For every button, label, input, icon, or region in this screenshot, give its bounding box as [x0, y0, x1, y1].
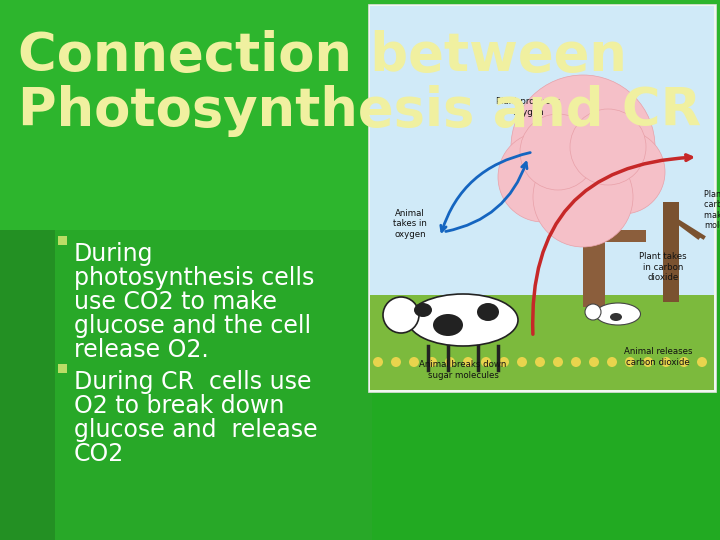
- Text: Animal breaks down
sugar molecules: Animal breaks down sugar molecules: [419, 360, 507, 380]
- Text: Plant uses
carbon to
make sugar
molecules: Plant uses carbon to make sugar molecule…: [704, 190, 720, 230]
- Text: photosynthesis cells: photosynthesis cells: [74, 266, 315, 290]
- Circle shape: [625, 357, 635, 367]
- Text: glucose and  release: glucose and release: [74, 418, 318, 442]
- FancyBboxPatch shape: [0, 230, 372, 540]
- Ellipse shape: [433, 314, 463, 336]
- Text: Animal releases
carbon dioxide: Animal releases carbon dioxide: [624, 347, 692, 367]
- Bar: [58, 364, 67, 373]
- FancyBboxPatch shape: [0, 230, 720, 540]
- Bar: [58, 236, 67, 245]
- Ellipse shape: [477, 303, 499, 321]
- FancyBboxPatch shape: [368, 4, 716, 392]
- Circle shape: [679, 357, 689, 367]
- Circle shape: [499, 357, 509, 367]
- Circle shape: [570, 109, 646, 185]
- Text: CO2: CO2: [74, 442, 125, 466]
- FancyBboxPatch shape: [0, 230, 55, 540]
- Circle shape: [445, 357, 455, 367]
- Circle shape: [373, 357, 383, 367]
- FancyBboxPatch shape: [370, 6, 714, 390]
- Circle shape: [661, 357, 671, 367]
- FancyBboxPatch shape: [583, 202, 605, 307]
- Text: Animal
takes in
oxygen: Animal takes in oxygen: [393, 209, 427, 239]
- Text: glucose and the cell: glucose and the cell: [74, 314, 311, 338]
- Circle shape: [383, 297, 419, 333]
- Circle shape: [481, 357, 491, 367]
- Circle shape: [391, 357, 401, 367]
- Circle shape: [535, 357, 545, 367]
- Circle shape: [553, 357, 563, 367]
- Text: O2 to break down: O2 to break down: [74, 394, 284, 418]
- Text: Connection between: Connection between: [18, 30, 627, 82]
- Circle shape: [533, 147, 633, 247]
- Text: use CO2 to make: use CO2 to make: [74, 290, 277, 314]
- Ellipse shape: [414, 303, 432, 317]
- Ellipse shape: [595, 303, 641, 325]
- Ellipse shape: [610, 313, 622, 321]
- Circle shape: [643, 357, 653, 367]
- Circle shape: [607, 357, 617, 367]
- Text: Plant produces
oxygen: Plant produces oxygen: [496, 97, 560, 117]
- Circle shape: [511, 75, 655, 219]
- FancyBboxPatch shape: [370, 295, 714, 390]
- Circle shape: [571, 357, 581, 367]
- Ellipse shape: [408, 294, 518, 346]
- Text: Plant takes
in carbon
dioxide: Plant takes in carbon dioxide: [639, 252, 687, 282]
- Circle shape: [585, 304, 601, 320]
- Circle shape: [589, 357, 599, 367]
- FancyBboxPatch shape: [663, 202, 679, 302]
- Circle shape: [409, 357, 419, 367]
- Circle shape: [520, 114, 596, 190]
- FancyBboxPatch shape: [586, 230, 646, 242]
- Circle shape: [427, 357, 437, 367]
- Circle shape: [463, 357, 473, 367]
- Circle shape: [498, 132, 588, 222]
- Circle shape: [581, 130, 665, 214]
- Circle shape: [517, 357, 527, 367]
- Text: During CR  cells use: During CR cells use: [74, 370, 312, 394]
- Text: Photosynthesis and CR: Photosynthesis and CR: [18, 85, 701, 137]
- Circle shape: [697, 357, 707, 367]
- Text: release O2.: release O2.: [74, 338, 209, 362]
- Text: During: During: [74, 242, 153, 266]
